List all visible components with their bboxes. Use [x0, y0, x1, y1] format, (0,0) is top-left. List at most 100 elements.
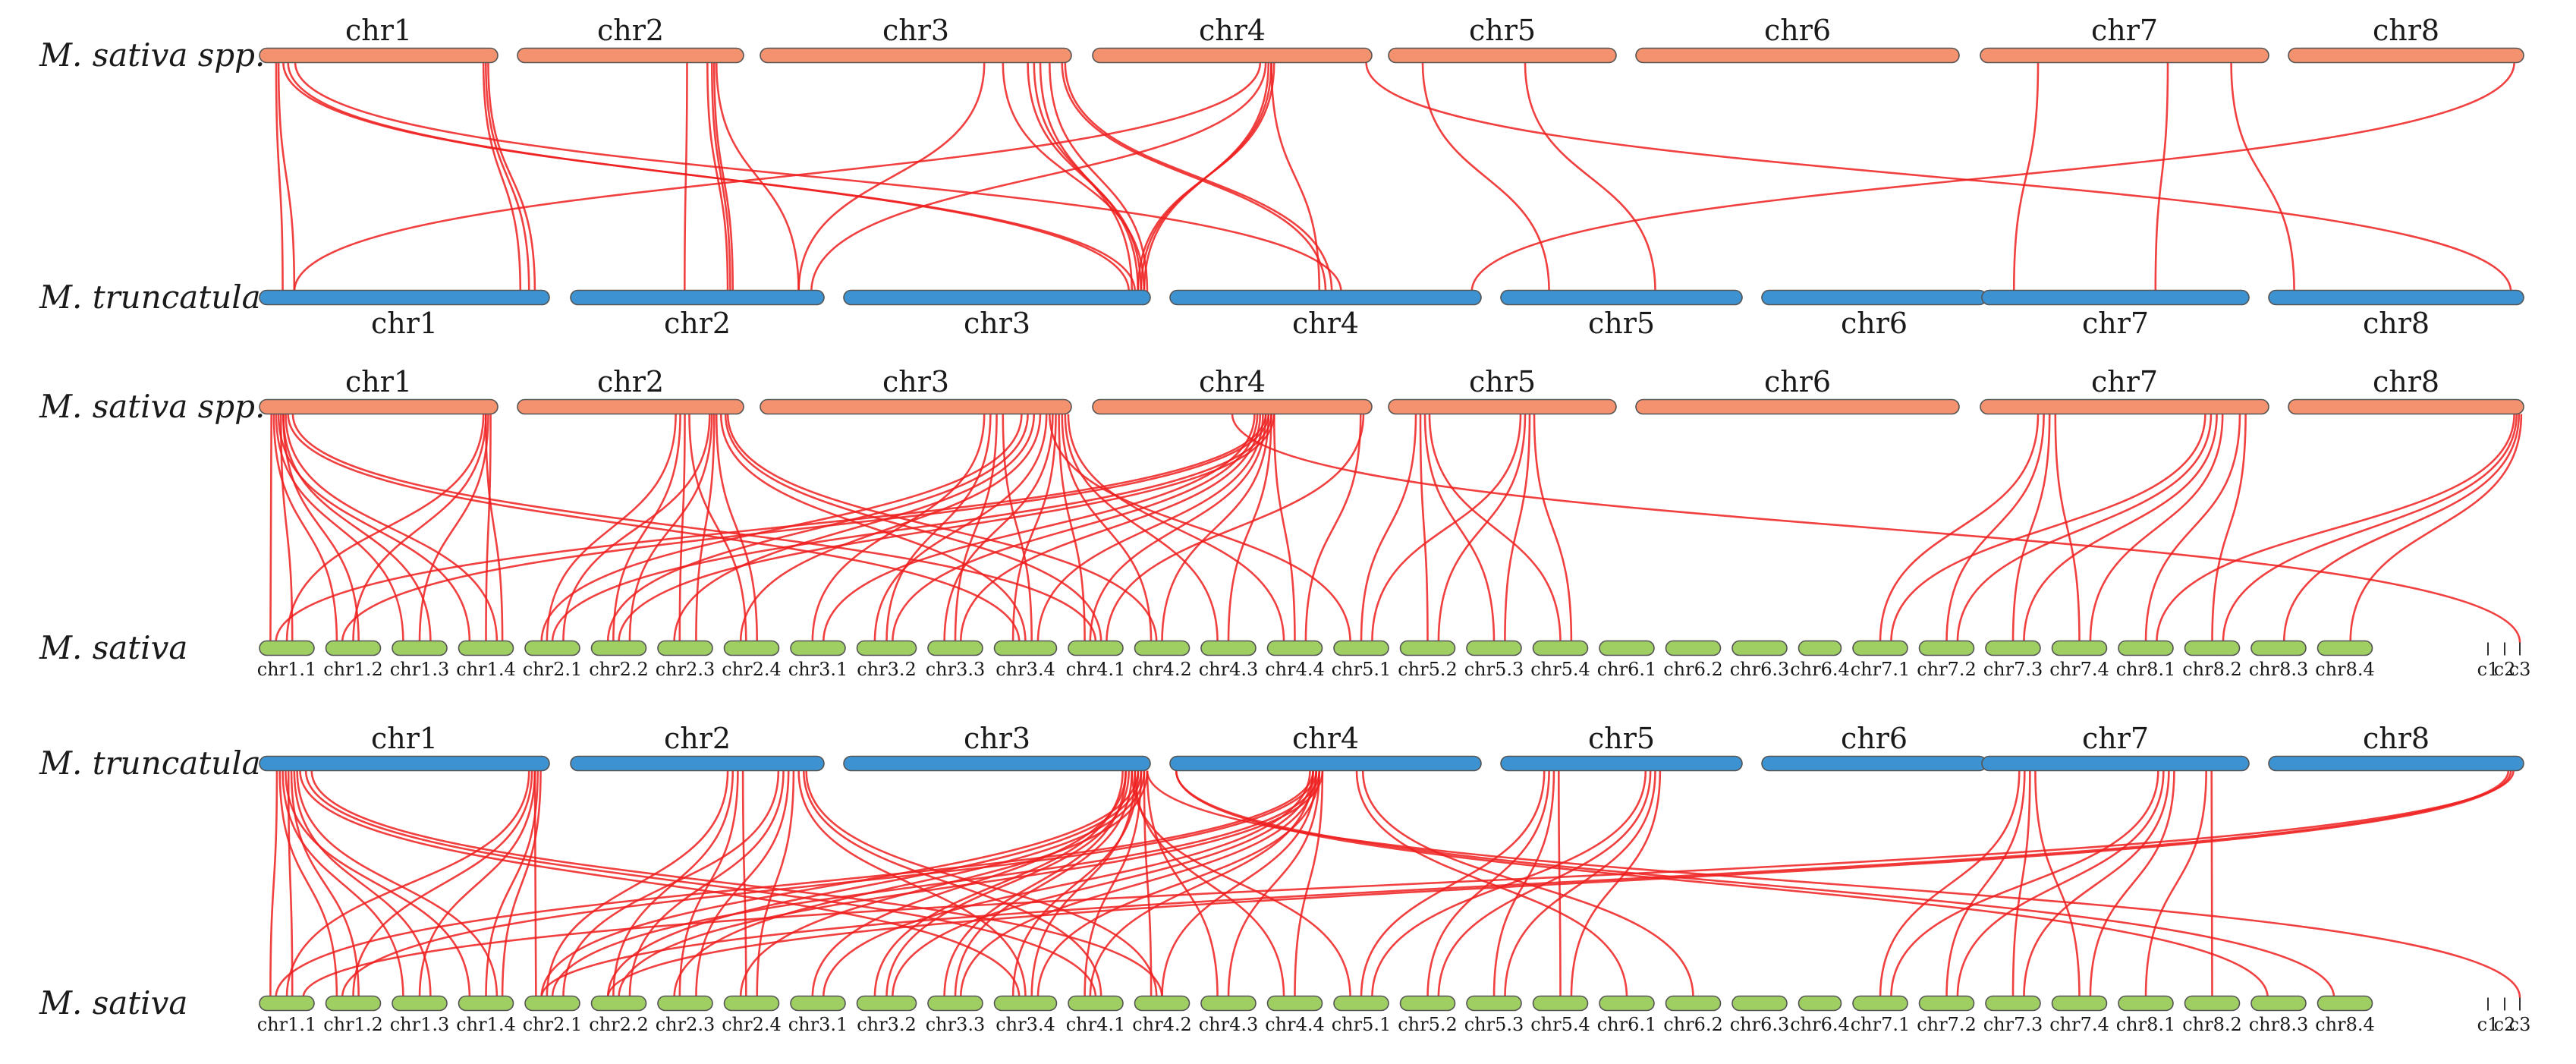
- synteny-link-2-18: [678, 414, 686, 643]
- chromosome-bar-sativa_spp-chr1: [259, 398, 499, 415]
- synteny-link-3-17: [533, 770, 537, 998]
- chromosome-bar-sativa-chr4.4: [1266, 640, 1323, 656]
- chromosome-bar-sativa-chr6.2: [1665, 995, 1722, 1012]
- synteny-link-1-13: [715, 62, 800, 292]
- species-label-sativa: M. sativa: [39, 984, 187, 1022]
- chromosome-bar-sativa-chr6.2: [1665, 640, 1722, 656]
- chromosome-bar-truncatula-chr3: [843, 289, 1151, 306]
- synteny-link-2-76: [2222, 414, 2518, 643]
- synteny-link-2-5: [279, 414, 294, 643]
- chromosome-label-sativa_spp-chr6: chr6: [1764, 14, 1831, 47]
- chromosome-bar-sativa_spp-chr7: [1980, 47, 2269, 64]
- synteny-link-2-68: [2054, 414, 2081, 643]
- chromosome-bar-truncatula-chr2: [570, 755, 825, 772]
- synteny-link-3-80: [606, 770, 2512, 998]
- synteny-link-3-14: [418, 770, 536, 998]
- synteny-link-2-75: [2156, 414, 2515, 643]
- synteny-link-3-5: [287, 770, 294, 998]
- chromosome-label-sativa-chr4.1: chr4.1: [1066, 659, 1126, 680]
- synteny-link-2-30: [1002, 414, 1033, 643]
- synteny-link-3-60: [1426, 770, 1550, 998]
- chromosome-label-sativa-chr8.4: chr8.4: [2315, 659, 2375, 680]
- chromosome-bar-sativa-chr4.2: [1134, 995, 1190, 1012]
- chromosome-bar-sativa-chr2.1: [524, 640, 580, 656]
- synteny-link-3-11: [310, 770, 1163, 998]
- synteny-link-2-63: [1504, 414, 1531, 643]
- chromosome-label-sativa-chr5.2: chr5.2: [1398, 1014, 1458, 1035]
- chromosome-bar-truncatula-chr6: [1761, 755, 1987, 772]
- species-label-sativa_spp: M. sativa spp.: [39, 388, 265, 425]
- synteny-link-2-42: [1049, 414, 1351, 643]
- chromosome-label-sativa-chr7.1: chr7.1: [1851, 659, 1911, 680]
- synteny-link-2-47: [275, 414, 1267, 643]
- synteny-link-3-38: [943, 770, 1127, 998]
- synteny-link-3-6: [290, 770, 360, 998]
- synteny-link-3-36: [739, 770, 1149, 998]
- synteny-link-1-26: [1137, 62, 1275, 292]
- chromosome-label-truncatula-chr5: chr5: [1588, 722, 1655, 755]
- synteny-link-2-74: [2211, 414, 2247, 643]
- species-label-sativa_spp: M. sativa spp.: [39, 36, 265, 74]
- chromosome-bar-truncatula-chr2: [570, 289, 825, 306]
- chromosome-label-sativa-chr5.2: chr5.2: [1398, 659, 1458, 680]
- chromosome-label-sativa-chr3.1: chr3.1: [788, 659, 848, 680]
- synteny-link-2-67: [2011, 414, 2051, 643]
- synteny-link-3-34: [606, 770, 1143, 998]
- synteny-link-3-72: [2034, 770, 2081, 998]
- synteny-link-3-35: [673, 770, 1146, 998]
- synteny-link-1-11: [710, 62, 731, 292]
- synteny-link-2-19: [688, 414, 747, 643]
- synteny-link-2-6: [282, 414, 360, 643]
- synteny-link-3-33: [540, 770, 1140, 998]
- synteny-link-3-16: [501, 770, 542, 998]
- chromosome-bar-sativa-chr7.1: [1852, 995, 1908, 1012]
- chromosome-bar-sativa-chr2.4: [723, 640, 780, 656]
- synteny-link-3-20: [678, 770, 739, 998]
- synteny-link-3-74: [1956, 770, 2165, 998]
- chromosome-label-sativa-chr1.4: chr1.4: [456, 659, 516, 680]
- chromosome-bar-truncatula-chr8: [2268, 289, 2524, 306]
- synteny-link-1-9: [684, 62, 688, 292]
- chromosome-label-sativa-chr3.3: chr3.3: [926, 1014, 986, 1035]
- synteny-link-2-21: [628, 414, 713, 643]
- synteny-link-3-44: [1131, 770, 1351, 998]
- synteny-link-1-16: [1027, 62, 1143, 292]
- synteny-link-1-31: [2012, 62, 2040, 292]
- synteny-link-2-36: [943, 414, 1054, 643]
- chromosome-label-sativa-chr5.4: chr5.4: [1530, 1014, 1590, 1035]
- chromosome-bar-sativa-chr8.1: [2118, 995, 2174, 1012]
- chromosome-bar-sativa-chr1.2: [325, 640, 382, 656]
- chromosome-label-sativa_spp-chr1: chr1: [345, 14, 412, 47]
- synteny-link-3-8: [296, 770, 499, 998]
- chromosome-label-sativa-chr1.2: chr1.2: [323, 659, 383, 680]
- species-label-truncatula: M. truncatula: [39, 279, 261, 316]
- synteny-link-3-31: [954, 770, 1134, 998]
- synteny-link-3-75: [2023, 770, 2170, 998]
- chromosome-label-sativa-chr1.1: chr1.1: [257, 1014, 317, 1035]
- synteny-link-3-10: [304, 770, 1097, 998]
- chromosome-label-sativa-chr6.3: chr6.3: [1730, 659, 1790, 680]
- chromosome-label-sativa-chr5.4: chr5.4: [1530, 659, 1590, 680]
- chromosome-bar-sativa-chr4.1: [1068, 995, 1124, 1012]
- synteny-link-1-22: [293, 62, 1262, 292]
- synteny-link-2-60: [1428, 414, 1562, 643]
- synteny-link-2-40: [1064, 414, 1219, 643]
- synteny-link-2-77: [2282, 414, 2521, 643]
- synteny-link-2-1: [269, 414, 272, 643]
- chromosome-bar-sativa_spp-chr8: [2288, 398, 2524, 415]
- synteny-link-2-35: [873, 414, 1048, 643]
- chromosome-bar-sativa-chr7.2: [1918, 995, 1975, 1012]
- synteny-link-3-40: [1084, 770, 1143, 998]
- chromosome-label-sativa-chr8.1: chr8.1: [2116, 1014, 2176, 1035]
- chromosome-label-sativa_spp-chr8: chr8: [2373, 365, 2439, 398]
- chromosome-bar-sativa_spp-chr6: [1635, 398, 1960, 415]
- chromosome-label-sativa-chr2.1: chr2.1: [523, 659, 583, 680]
- chromosome-label-sativa_spp-chr2: chr2: [597, 14, 664, 47]
- synteny-link-2-69: [1890, 414, 2206, 643]
- synteny-link-2-57: [1360, 414, 1417, 643]
- chromosome-bar-sativa-chr6.1: [1599, 995, 1655, 1012]
- synteny-link-1-18: [1039, 62, 1134, 292]
- chromosome-label-sativa-chr1.4: chr1.4: [456, 1014, 516, 1035]
- synteny-link-2-17: [612, 414, 681, 643]
- chromosome-bar-sativa_spp-chr5: [1388, 47, 1617, 64]
